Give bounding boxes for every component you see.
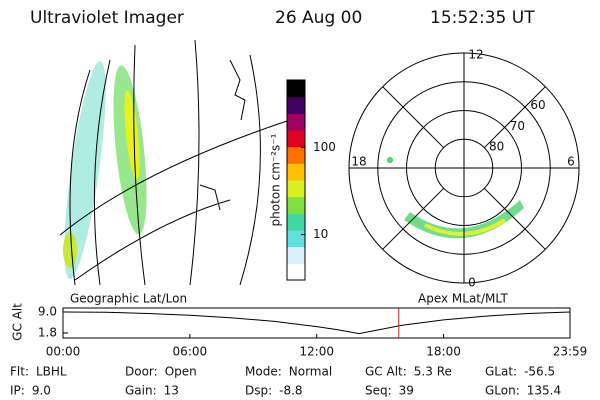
y-tick-label: 1.8 xyxy=(38,326,57,340)
colorbar-tick-label: 10 xyxy=(313,227,328,241)
colorbar-swatch xyxy=(287,213,305,231)
alt-frame xyxy=(62,307,571,339)
field-label: Flt: xyxy=(10,365,29,379)
mlt-line xyxy=(483,86,546,149)
footer: Flt: LBHL Door: Open Mode: Normal GC Alt: 5.3 R… xyxy=(10,365,561,398)
time: 15:52:35 UT xyxy=(430,8,535,28)
y-tick-label: 9.0 xyxy=(38,305,57,319)
field-label: GLat: xyxy=(485,365,517,379)
field-label: Door: xyxy=(125,365,158,379)
alt-y-label: GC Alt xyxy=(11,303,25,341)
colorbar-swatch xyxy=(287,113,305,131)
field-label: GLon: xyxy=(485,384,520,398)
altitude-plot: 9.0 1.8 00:00 06:00 12:00 18:00 23:59 xyxy=(38,305,587,359)
colorbar-swatch xyxy=(287,96,305,114)
date: 26 Aug 00 xyxy=(275,8,362,28)
field-value: -56.5 xyxy=(524,365,555,379)
field-label: IP: xyxy=(10,384,25,398)
mlt-line xyxy=(382,187,445,250)
colorbar-swatch xyxy=(287,180,305,198)
mlt-line xyxy=(483,187,546,250)
colorbar-swatch xyxy=(287,146,305,164)
lat-label: 60 xyxy=(530,98,545,112)
colorbar: 10 100 xyxy=(286,79,336,281)
colorbar-swatch xyxy=(287,230,305,248)
field-label: Seq: xyxy=(365,384,392,398)
field-value: 135.4 xyxy=(527,384,561,398)
x-tick-label: 12:00 xyxy=(299,345,334,359)
field-label: Mode: xyxy=(245,365,282,379)
mlt-label: 12 xyxy=(468,48,483,62)
colorbar-swatch xyxy=(287,80,305,98)
field-value: Normal xyxy=(289,365,332,379)
lat-label: 70 xyxy=(510,119,525,133)
geographic-image xyxy=(59,39,291,286)
x-tick-label: 18:00 xyxy=(426,345,461,359)
x-tick-label: 23:59 xyxy=(553,345,588,359)
colorbar-swatch xyxy=(287,263,305,281)
geo-label: Geographic Lat/Lon xyxy=(70,292,187,306)
colorbar-swatch xyxy=(287,163,305,181)
colorbar-frame xyxy=(286,79,306,281)
colorbar-swatch xyxy=(287,130,305,148)
field-value: 13 xyxy=(164,384,179,398)
field-value: LBHL xyxy=(36,365,67,379)
mlt-label: 18 xyxy=(351,155,366,169)
field-value: Open xyxy=(165,365,197,379)
field-value: -8.8 xyxy=(279,384,302,398)
field-label: GC Alt: xyxy=(365,365,407,379)
field-label: Dsp: xyxy=(245,384,272,398)
field-value: 39 xyxy=(399,384,414,398)
mlt-line xyxy=(382,86,445,149)
instrument: Ultraviolet Imager xyxy=(30,8,184,28)
colorbar-tick-label: 100 xyxy=(313,140,336,154)
colorbar-label: photon cm⁻²s⁻¹ xyxy=(269,133,283,226)
x-tick-label: 00:00 xyxy=(46,345,81,359)
mlt-label: 6 xyxy=(567,155,575,169)
mlt-label: 0 xyxy=(468,276,476,290)
lat-label: 80 xyxy=(489,139,504,153)
x-tick-label: 06:00 xyxy=(173,345,208,359)
colorbar-swatch xyxy=(287,246,305,264)
field-value: 5.3 Re xyxy=(414,365,452,379)
altitude-line xyxy=(62,311,571,335)
field-label: Gain: xyxy=(125,384,157,398)
apex-label: Apex MLat/MLT xyxy=(418,292,508,306)
field-value: 9.0 xyxy=(32,384,51,398)
colorbar-swatch xyxy=(287,196,305,214)
